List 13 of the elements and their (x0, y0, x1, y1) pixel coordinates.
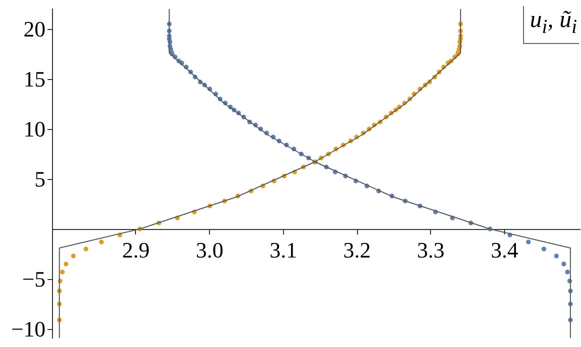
y-tick-label: −10 (11, 316, 46, 342)
annotation: u$_{i}$, ũ$_{i}$ (522, 6, 579, 44)
y-tick-label: −5 (22, 266, 46, 292)
x-tick-label: 3.3 (417, 238, 445, 262)
y-tick-label: 15 (24, 66, 46, 92)
x-tick-label: 3.1 (270, 238, 298, 262)
x-tick-label: 2.9 (122, 238, 150, 262)
y-tick-label: 20 (24, 16, 46, 42)
x-tick-label: 3.0 (196, 238, 224, 262)
y-tick-label: 10 (24, 116, 46, 142)
x-tick-label: 3.4 (490, 238, 518, 262)
y-tick-label: 5 (34, 166, 46, 192)
x-tick-label: 3.2 (343, 238, 371, 262)
